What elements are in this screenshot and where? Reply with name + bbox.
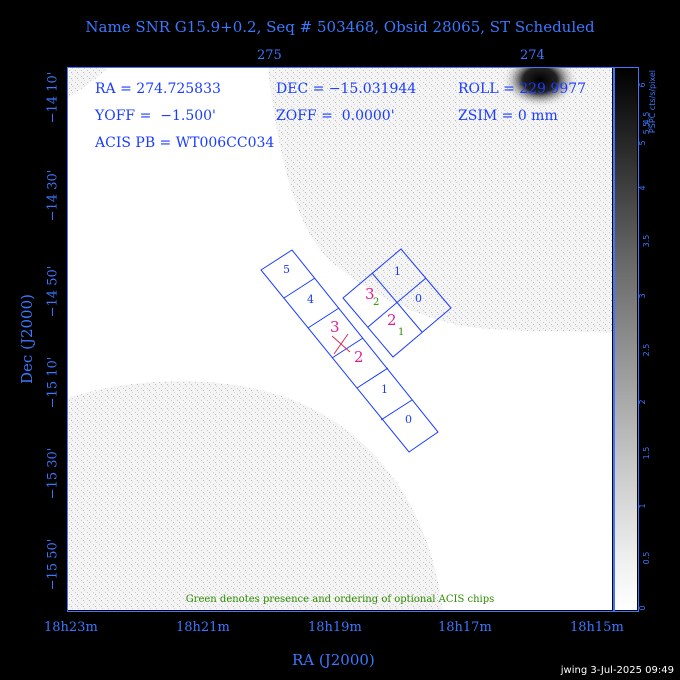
aimpoint-marker [331, 333, 351, 355]
cb-tick-1-5: 1.5 [641, 446, 651, 460]
cb-tick-0-5: 0.5 [641, 551, 651, 565]
optional-chip-2: 2 [373, 297, 380, 308]
chip-i3: 3 [365, 285, 375, 303]
chip-i0: 0 [415, 292, 422, 305]
cb-tick-0: 0 [638, 605, 648, 611]
cb-tick-4: 4 [638, 185, 648, 191]
x-tick-18h23m: 18h23m [44, 620, 98, 635]
chip-i1: 1 [394, 265, 401, 278]
info-yoff: YOFF = −1.500' [95, 108, 216, 124]
acis-s-array [260, 249, 439, 453]
timestamp: jwing 3-Jul-2025 09:49 [560, 665, 674, 676]
x-tick-18h17m: 18h17m [438, 620, 492, 635]
chip-s1: 1 [381, 383, 388, 396]
chip-s4: 4 [307, 293, 314, 306]
info-zoff: ZOFF = 0.0000' [276, 108, 395, 124]
cb-tick-3: 3 [638, 293, 648, 299]
y-tick-14-30: −14 30' [45, 169, 61, 222]
sky-image [68, 68, 612, 610]
cb-tick-2-5: 2.5 [641, 343, 651, 357]
cb-tick-3-5: 3.5 [641, 234, 651, 248]
chip-s0: 0 [405, 413, 412, 426]
x-tick-18h19m: 18h19m [308, 620, 362, 635]
x-tick-18h15m: 18h15m [570, 620, 624, 635]
plot-title: Name SNR G15.9+0.2, Seq # 503468, Obsid … [85, 18, 595, 36]
bright-source [502, 68, 578, 108]
optional-chip-1: 1 [398, 327, 405, 338]
info-roll: ROLL = 229.9977 [458, 81, 587, 97]
y-tick-14-50: −14 50' [45, 265, 61, 318]
info-acis: ACIS PB = WT006CC034 [95, 135, 275, 151]
y-tick-15-10: −15 10' [45, 356, 61, 409]
acis-i-array [342, 248, 452, 358]
y-tick-15-50: −15 50' [45, 538, 61, 591]
y-tick-14-10: −14 10' [45, 71, 61, 124]
x-axis-label: RA (J2000) [292, 651, 375, 669]
optional-chips-footnote: Green denotes presence and ordering of o… [185, 594, 495, 605]
info-dec: DEC = −15.031944 [276, 81, 417, 97]
cb-tick-2: 2 [638, 399, 648, 405]
exposure-region-bottom [68, 381, 443, 610]
info-ra: RA = 274.725833 [95, 81, 221, 97]
colorbar [615, 68, 637, 610]
cb-tick-5: 5 [638, 140, 648, 146]
chip-s3: 3 [330, 318, 340, 336]
sky-image-svg [68, 68, 612, 610]
exposure-region-corner [68, 68, 108, 98]
info-zsim: ZSIM = 0 mm [458, 108, 558, 124]
exposure-region-top [268, 68, 612, 333]
top-tick-274: 274 [520, 48, 545, 63]
top-tick-275: 275 [257, 48, 282, 63]
chip-i2: 2 [387, 311, 397, 329]
chip-s5: 5 [283, 263, 290, 276]
colorbar-labels: 6 5.5 5 4.5 4 3.5 3 2.5 2 1.5 1 0.5 0 [638, 68, 660, 611]
cb-tick-1: 1 [638, 503, 648, 509]
colorbar-frame [614, 67, 639, 612]
y-tick-15-30: −15 30' [45, 447, 61, 500]
plot-frame [67, 67, 614, 612]
cb-tick-4-5: 4.5 [641, 111, 651, 125]
cb-tick-6: 6 [638, 82, 648, 88]
y-axis-label: Dec (J2000) [18, 294, 36, 384]
x-tick-18h21m: 18h21m [176, 620, 230, 635]
chip-s2: 2 [354, 348, 364, 366]
